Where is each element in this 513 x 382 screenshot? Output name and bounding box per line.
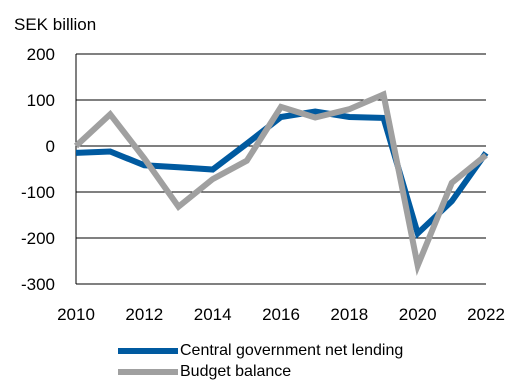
series-line-budget-balance (73, 90, 488, 276)
series-line-net-lending (75, 108, 489, 239)
legend-item-budget-balance: Budget balance (118, 361, 403, 382)
y-tick-labels: 200 100 0 -100 -200 -300 (21, 45, 55, 294)
gridlines (75, 53, 486, 285)
y-tick-label: 0 (46, 137, 55, 156)
x-tick-label: 2010 (57, 305, 95, 324)
y-tick-label: -200 (21, 229, 55, 248)
legend-swatch-net-lending (118, 347, 178, 354)
legend-swatch-budget-balance (118, 368, 178, 375)
y-axis-title: SEK billion (14, 15, 96, 34)
x-tick-label: 2014 (194, 305, 232, 324)
series-lines (73, 90, 489, 276)
y-tick-label: -100 (21, 183, 55, 202)
legend-label-budget-balance: Budget balance (180, 362, 292, 380)
y-tick-label: 200 (27, 45, 55, 64)
y-tick-label: 100 (27, 91, 55, 110)
x-tick-label: 2022 (467, 305, 505, 324)
legend-item-net-lending: Central government net lending (118, 340, 403, 361)
legend-label-net-lending: Central government net lending (180, 341, 404, 359)
x-tick-label: 2018 (330, 305, 368, 324)
x-tick-label: 2020 (399, 305, 437, 324)
y-tick-label: -300 (21, 275, 55, 294)
x-tick-labels: 2010 2012 2014 2016 2018 2020 2022 (57, 305, 505, 324)
x-tick-label: 2016 (262, 305, 300, 324)
x-tick-label: 2012 (125, 305, 163, 324)
legend: Central government net lending Budget ba… (118, 340, 403, 382)
